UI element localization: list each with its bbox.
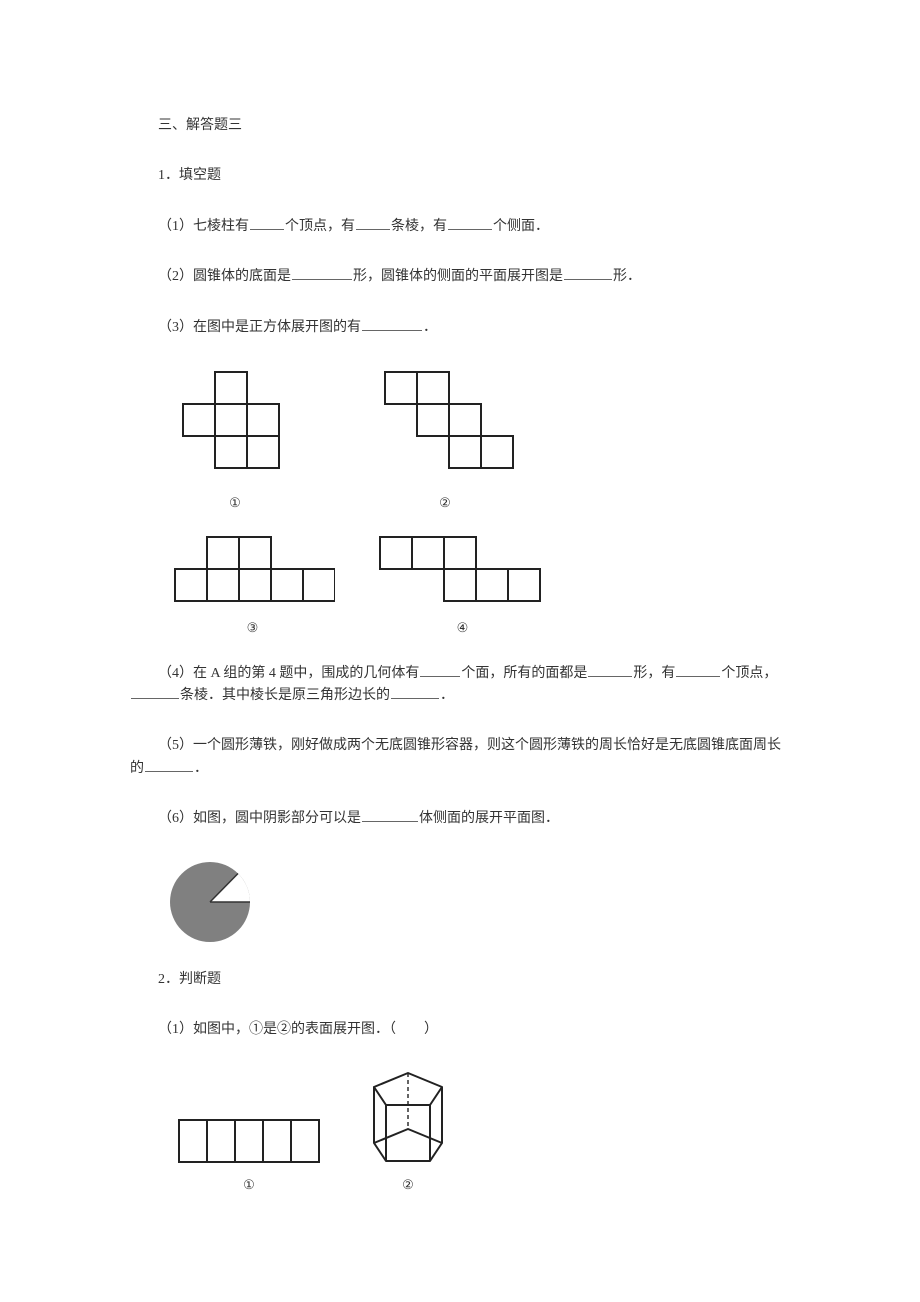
q1-4-text-b: 个面，所有的面都是 (461, 666, 587, 681)
figure-row-2: ③ ④ (170, 532, 790, 639)
q1-3: （3）在图中是正方体展开图的有 ． (130, 317, 790, 339)
blank (145, 758, 193, 772)
page: 三、解答题三 1．填空题 （1）七棱柱有 个顶点，有 条棱，有 个侧面． （2）圆锥体… (0, 0, 920, 1256)
q1-6-text-b: 体侧面的展开平面图． (419, 811, 559, 826)
q2-prism-svg (360, 1069, 456, 1169)
figure-1-label: ① (229, 493, 241, 514)
blank (250, 216, 284, 230)
blank (362, 808, 418, 822)
blank (292, 266, 352, 280)
blank (448, 216, 492, 230)
shaded-circle-svg (166, 859, 256, 945)
q1-6: （6）如图，圆中阴影部分可以是 体侧面的展开平面图． (130, 808, 790, 830)
q2-title: 2．判断题 (130, 969, 790, 991)
figure-4-label: ④ (457, 618, 469, 639)
q1-title: 1．填空题 (130, 165, 790, 187)
blank (131, 685, 179, 699)
q1-1: （1）七棱柱有 个顶点，有 条棱，有 个侧面． (130, 216, 790, 238)
blank (676, 663, 720, 677)
q1-2-text-b: 形，圆锥体的侧面的平面展开图是 (353, 269, 563, 284)
q2-net-svg (174, 1115, 324, 1169)
q1-5-text-a: （5）一个圆形薄铁，刚好做成两个无底圆锥形容器，则这个圆形薄铁的周长恰好是无底圆… (130, 735, 781, 757)
q1-4-text-e: 条棱．其中棱长是原三角形边长的 (180, 688, 390, 703)
blank (420, 663, 460, 677)
q1-5-text-c: ． (194, 761, 208, 776)
net-4-svg (375, 532, 550, 612)
blank (588, 663, 632, 677)
figure-2: ② (370, 367, 520, 514)
figure-3: ③ (170, 532, 335, 639)
net-2-svg (370, 367, 520, 487)
q1-1-text-a: （1）七棱柱有 (158, 219, 249, 234)
section-title: 三、解答题三 (130, 115, 790, 137)
q2-figure-2-label: ② (402, 1175, 414, 1196)
blank (362, 317, 422, 331)
q1-3-text-b: ． (423, 320, 437, 335)
q1-4-text-d: 个顶点， (721, 666, 777, 681)
q1-4-text-a: （4）在 A 组的第 4 题中，围成的几何体有 (130, 663, 419, 685)
figure-1: ① (170, 367, 300, 514)
q1-2-text-a: （2）圆锥体的底面是 (158, 269, 291, 284)
q1-2: （2）圆锥体的底面是 形，圆锥体的侧面的平面展开图是 形． (130, 266, 790, 288)
q1-5: （5）一个圆形薄铁，刚好做成两个无底圆锥形容器，则这个圆形薄铁的周长恰好是无底圆… (130, 735, 790, 780)
q2-figure-2: ② (360, 1069, 456, 1196)
q1-4-text-f: ． (440, 688, 454, 703)
q2-figure-1-label: ① (243, 1175, 255, 1196)
figure-2-label: ② (439, 493, 451, 514)
blank (564, 266, 612, 280)
figure-row-1: ① ② (170, 367, 790, 514)
blank (356, 216, 390, 230)
q1-5-text-b: 的 (130, 761, 144, 776)
q1-1-text-c: 条棱，有 (391, 219, 447, 234)
q1-6-figure (166, 859, 790, 945)
q2-figure-1: ① (174, 1115, 324, 1196)
q2-1: （1）如图中，①是②的表面展开图．（ ） (130, 1019, 790, 1041)
q1-6-text-a: （6）如图，圆中阴影部分可以是 (158, 811, 361, 826)
figure-4: ④ (375, 532, 550, 639)
net-1-svg (170, 367, 300, 487)
blank (391, 685, 439, 699)
q1-2-text-c: 形． (613, 269, 641, 284)
figure-3-label: ③ (247, 618, 259, 639)
q1-4: （4）在 A 组的第 4 题中，围成的几何体有个面，所有的面都是形，有个顶点， … (130, 663, 790, 708)
q1-4-text-c: 形，有 (633, 666, 675, 681)
q1-3-text-a: （3）在图中是正方体展开图的有 (158, 320, 361, 335)
q2-figure-row: ① ② (174, 1069, 790, 1196)
q1-1-text-d: 个侧面． (493, 219, 549, 234)
net-3-svg (170, 532, 335, 612)
q1-1-text-b: 个顶点，有 (285, 219, 355, 234)
